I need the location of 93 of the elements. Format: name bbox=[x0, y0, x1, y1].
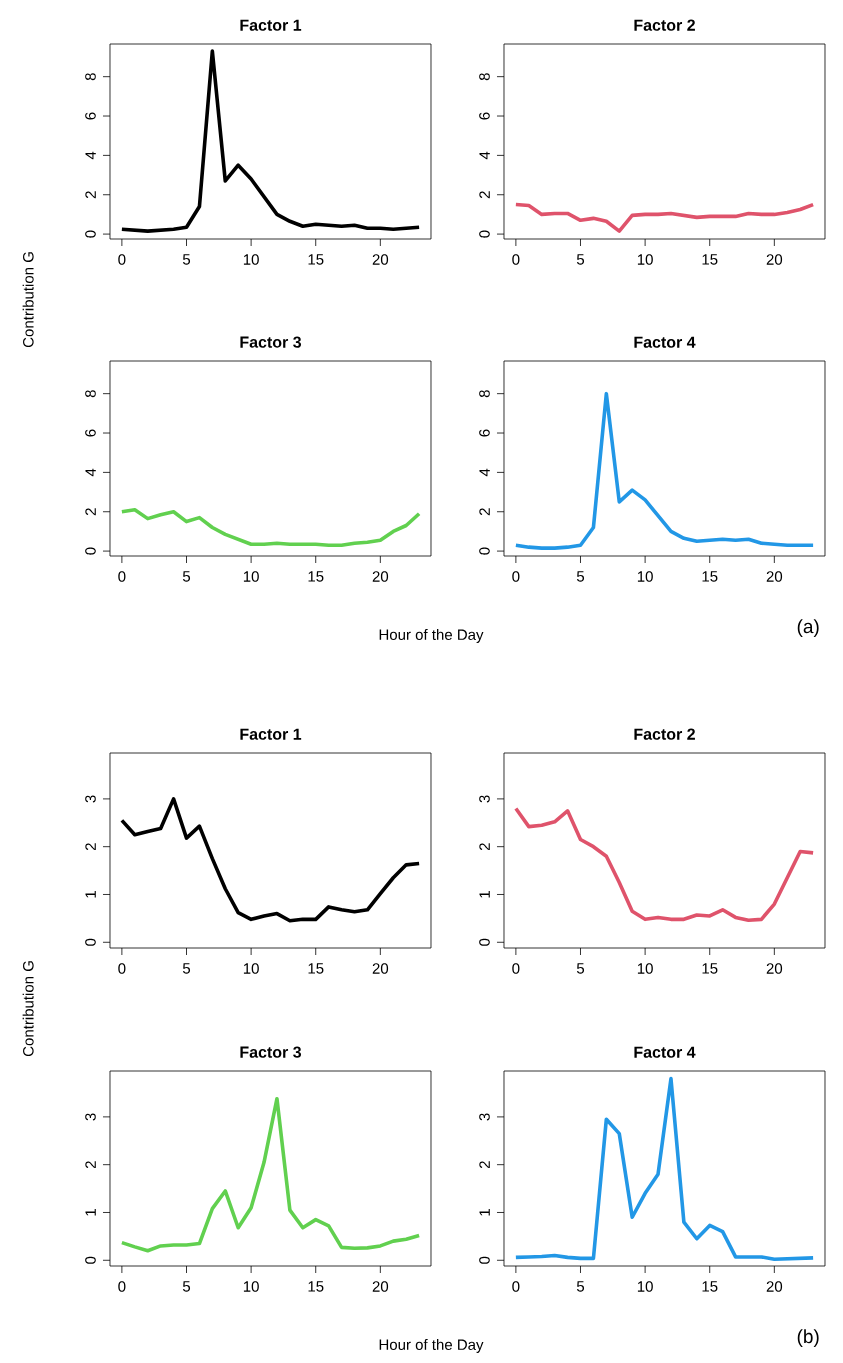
chart-title: Factor 3 bbox=[240, 1046, 302, 1058]
x-tick-label: 5 bbox=[576, 963, 585, 974]
x-tick-label: 15 bbox=[308, 1281, 324, 1292]
y-tick-label: 0 bbox=[85, 230, 96, 238]
x-tick-label: 0 bbox=[512, 571, 520, 582]
x-tick-label: 0 bbox=[512, 1281, 520, 1292]
x-tick-label: 0 bbox=[118, 571, 126, 582]
y-tick-label: 2 bbox=[85, 508, 96, 516]
text: (a) bbox=[797, 619, 819, 638]
y-tick-label: 1 bbox=[479, 891, 490, 898]
y-tick-label: 3 bbox=[85, 795, 96, 803]
x-tick-label: 15 bbox=[702, 571, 718, 582]
x-tick-label: 0 bbox=[118, 963, 126, 974]
line-series bbox=[514, 806, 815, 923]
x-tick-label: 10 bbox=[243, 963, 259, 974]
y-tick-label: 0 bbox=[479, 1256, 490, 1264]
y-tick-label: 4 bbox=[85, 151, 96, 160]
x-tick-label: 10 bbox=[637, 1281, 653, 1292]
y-tick-label: 0 bbox=[85, 1256, 96, 1264]
x-tick-label: 5 bbox=[576, 571, 585, 582]
x-tick-label: 15 bbox=[702, 1281, 718, 1292]
x-tick-label: 5 bbox=[182, 1281, 191, 1292]
y-tick-label: 0 bbox=[85, 938, 96, 946]
x-tick-label: 20 bbox=[372, 254, 389, 265]
chart-title: Factor 4 bbox=[634, 336, 696, 348]
x-tick-label: 0 bbox=[512, 254, 520, 265]
chart-title: Factor 3 bbox=[240, 336, 302, 348]
y-tick-label: 0 bbox=[85, 547, 96, 555]
y-tick-label: 2 bbox=[85, 1161, 96, 1169]
y-tick-label: 6 bbox=[479, 112, 490, 120]
x-tick-label: 0 bbox=[512, 963, 520, 974]
x-tick-label: 20 bbox=[766, 571, 783, 582]
x-tick-label: 15 bbox=[308, 571, 324, 582]
chart-title: Factor 4 bbox=[634, 1046, 696, 1058]
chart-title: Factor 2 bbox=[634, 19, 695, 31]
y-tick-label: 2 bbox=[479, 508, 490, 516]
y-axis-title: Contribution G bbox=[22, 252, 34, 348]
y-tick-label: 6 bbox=[85, 429, 96, 437]
y-tick-label: 8 bbox=[85, 73, 96, 81]
chart-title: Factor 1 bbox=[240, 19, 302, 31]
y-axis-title: Contribution G bbox=[22, 961, 34, 1057]
x-tick-label: 5 bbox=[182, 963, 191, 974]
y-tick-label: 4 bbox=[479, 151, 490, 160]
y-tick-label: 8 bbox=[479, 73, 490, 81]
x-tick-label: 5 bbox=[576, 254, 585, 265]
chart-title: Factor 2 bbox=[634, 728, 695, 740]
y-tick-label: 0 bbox=[479, 547, 490, 555]
chart-title: Factor 1 bbox=[240, 728, 302, 740]
y-tick-label: 2 bbox=[85, 191, 96, 199]
y-tick-label: 4 bbox=[479, 468, 490, 477]
line-series bbox=[120, 1096, 421, 1253]
y-tick-label: 3 bbox=[479, 1113, 490, 1121]
x-tick-label: 20 bbox=[372, 1281, 389, 1292]
x-tick-label: 10 bbox=[243, 1281, 259, 1292]
y-tick-label: 6 bbox=[85, 112, 96, 120]
y-tick-label: 2 bbox=[479, 843, 490, 851]
x-tick-label: 10 bbox=[243, 254, 259, 265]
x-tick-label: 0 bbox=[118, 1281, 126, 1292]
text: (b) bbox=[797, 1329, 819, 1348]
y-tick-label: 1 bbox=[85, 891, 96, 898]
x-tick-label: 10 bbox=[637, 571, 653, 582]
x-tick-label: 10 bbox=[243, 571, 259, 582]
y-tick-label: 8 bbox=[479, 390, 490, 398]
x-tick-label: 15 bbox=[702, 254, 718, 265]
x-axis-title: Hour of the Day bbox=[379, 628, 484, 643]
y-tick-label: 1 bbox=[479, 1209, 490, 1216]
x-tick-label: 20 bbox=[766, 254, 783, 265]
x-tick-label: 5 bbox=[182, 254, 191, 265]
y-tick-label: 6 bbox=[479, 429, 490, 437]
x-tick-label: 20 bbox=[372, 963, 389, 974]
x-axis-title: Hour of the Day bbox=[379, 1338, 484, 1353]
x-tick-label: 10 bbox=[637, 254, 653, 265]
line-series bbox=[120, 797, 421, 923]
y-tick-label: 2 bbox=[85, 843, 96, 851]
y-tick-label: 0 bbox=[479, 230, 490, 238]
x-tick-label: 15 bbox=[308, 963, 324, 974]
x-tick-label: 0 bbox=[118, 254, 126, 265]
x-tick-label: 15 bbox=[702, 963, 718, 974]
x-tick-label: 20 bbox=[372, 571, 389, 582]
y-tick-label: 3 bbox=[85, 1113, 96, 1121]
x-tick-label: 5 bbox=[182, 571, 191, 582]
y-tick-label: 0 bbox=[479, 938, 490, 946]
x-tick-label: 15 bbox=[308, 254, 324, 265]
x-tick-label: 20 bbox=[766, 1281, 783, 1292]
y-tick-label: 4 bbox=[85, 468, 96, 477]
y-tick-label: 1 bbox=[85, 1209, 96, 1216]
x-tick-label: 5 bbox=[576, 1281, 585, 1292]
y-tick-label: 3 bbox=[479, 795, 490, 803]
y-tick-label: 2 bbox=[479, 191, 490, 199]
y-tick-label: 8 bbox=[85, 390, 96, 398]
y-tick-label: 2 bbox=[479, 1161, 490, 1169]
x-tick-label: 20 bbox=[766, 963, 783, 974]
x-tick-label: 10 bbox=[637, 963, 653, 974]
